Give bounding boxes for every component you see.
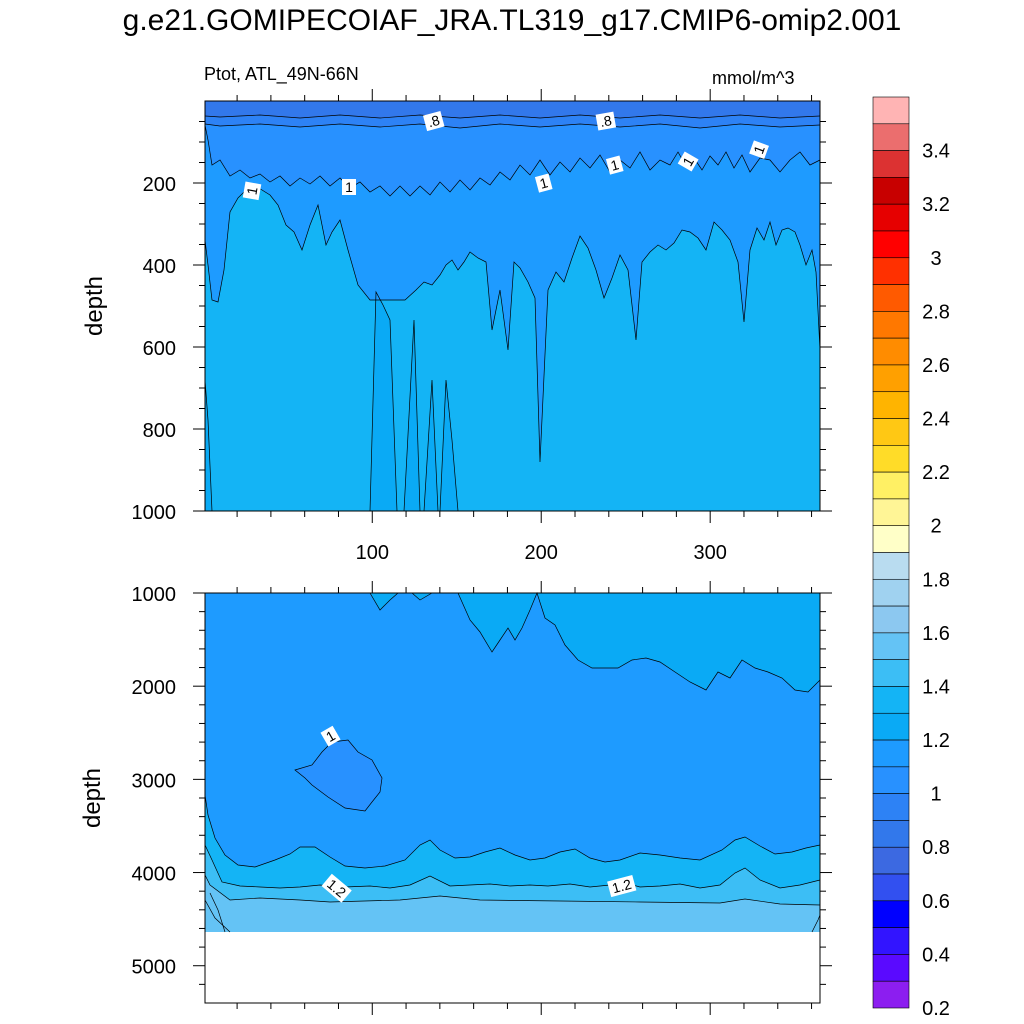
x-tick-label: 300: [693, 542, 726, 564]
y-tick-label: 1000: [132, 502, 177, 524]
colorbar-swatch: [872, 498, 910, 527]
contour-label: .8: [599, 112, 613, 130]
y-tick-label: 1000: [132, 584, 177, 606]
lower-band-0.8-island: [295, 740, 382, 811]
upper-panel: .8 .8 1 1 1 1 1 1 200 400 600 800 1000 100 20…: [81, 89, 832, 564]
colorbar-swatch: [872, 257, 910, 285]
colorbar-swatch: [872, 766, 910, 794]
colorbar-swatch: [872, 846, 910, 875]
upper-y-tick-labels: 200 400 600 800 1000: [132, 174, 177, 524]
colorbar-swatch: [872, 418, 910, 446]
colorbar-swatch: [872, 525, 910, 553]
x-tick-label: 200: [525, 542, 558, 564]
upper-y-axis-label: depth: [81, 276, 108, 336]
page-title: g.e21.GOMIPECOIAF_JRA.TL319_g17.CMIP6-om…: [122, 4, 902, 37]
contour-label: .8: [426, 112, 442, 131]
colorbar: [872, 96, 910, 1009]
colorbar-swatch: [872, 364, 910, 393]
colorbar-swatch: [872, 552, 910, 580]
y-tick-label: 5000: [132, 957, 177, 979]
y-tick-label: 200: [143, 174, 176, 196]
colorbar-label: 3.4: [922, 141, 950, 163]
colorbar-swatch: [872, 391, 910, 419]
colorbar-swatch: [872, 578, 910, 607]
colorbar-swatch: [872, 311, 910, 339]
colorbar-swatch: [872, 471, 910, 500]
lower-contour-lines: [204, 591, 821, 933]
colorbar-label: 2.4: [922, 409, 950, 431]
y-tick-label: 4000: [132, 864, 177, 886]
colorbar-label: 3: [930, 248, 941, 270]
contour-label: 1: [345, 179, 353, 195]
lower-no-data-region: [205, 932, 820, 1003]
upper-contour-labels: .8 .8 1 1 1 1 1 1: [242, 110, 769, 201]
panel-subtitle: Ptot, ATL_49N-66N: [204, 64, 359, 84]
colorbar-swatch: [872, 605, 910, 634]
upper-x-tick-labels: 100 200 300: [356, 542, 727, 564]
colorbar-swatch: [872, 96, 910, 125]
contour-label: 1: [243, 185, 260, 196]
colorbar-swatch: [872, 284, 910, 312]
colorbar-label: 1.6: [922, 623, 950, 645]
y-tick-label: 800: [143, 420, 176, 442]
colorbar-swatch: [872, 820, 910, 848]
colorbar-label: 0.8: [922, 837, 950, 859]
lower-y-axis-label: depth: [79, 768, 106, 828]
y-tick-label: 3000: [132, 770, 177, 792]
colorbar-label: 0.2: [922, 998, 950, 1020]
units-label: mmol/m^3: [712, 68, 795, 88]
contour-label: 1: [609, 156, 621, 174]
colorbar-swatch: [872, 445, 910, 473]
colorbar-label: 1.2: [922, 730, 950, 752]
colorbar-label: 1.8: [922, 569, 950, 591]
colorbar-swatch: [872, 337, 910, 366]
colorbar-label: 1: [930, 784, 941, 806]
colorbar-labels: 3.4 3.2 3 2.8 2.6 2.4 2.2 2 1.8 1.6 1.4 1.2 1 0.8 0.6 0…: [922, 141, 950, 1020]
colorbar-swatch: [872, 203, 910, 232]
contour-label: 1.2: [610, 876, 633, 897]
colorbar-swatch: [872, 954, 910, 982]
colorbar-swatch: [872, 927, 910, 955]
upper-band-0.5: [205, 101, 820, 118]
colorbar-swatch: [872, 900, 910, 928]
colorbar-swatch: [872, 150, 910, 178]
colorbar-label: 2: [930, 516, 941, 538]
colorbar-label: 0.6: [922, 891, 950, 913]
contour-label: 1: [538, 174, 550, 192]
colorbar-swatch: [872, 659, 910, 687]
colorbar-swatch: [872, 793, 910, 821]
colorbar-swatch: [872, 739, 910, 768]
upper-contour-lines: [204, 114, 821, 512]
colorbar-label: 2.6: [922, 355, 950, 377]
colorbar-label: 2.8: [922, 301, 950, 323]
colorbar-swatch: [872, 632, 910, 660]
colorbar-label: 3.2: [922, 194, 950, 216]
colorbar-label: 2.2: [922, 462, 950, 484]
colorbar-swatch: [872, 230, 910, 259]
upper-ticks: [193, 89, 832, 523]
y-tick-label: 400: [143, 256, 176, 278]
x-tick-label: 100: [356, 542, 389, 564]
colorbar-swatch: [872, 177, 910, 205]
colorbar-swatch: [872, 686, 910, 714]
colorbar-swatch: [872, 123, 910, 151]
y-tick-label: 2000: [132, 677, 177, 699]
colorbar-swatch: [872, 873, 910, 902]
y-tick-label: 600: [143, 338, 176, 360]
colorbar-swatch: [872, 712, 910, 741]
lower-y-tick-labels: 1000 2000 3000 4000 5000: [132, 584, 177, 979]
lower-ticks: [193, 581, 832, 1015]
colorbar-swatch: [872, 980, 910, 1009]
colorbar-label: 0.4: [922, 944, 950, 966]
colorbar-label: 1.4: [922, 676, 950, 698]
